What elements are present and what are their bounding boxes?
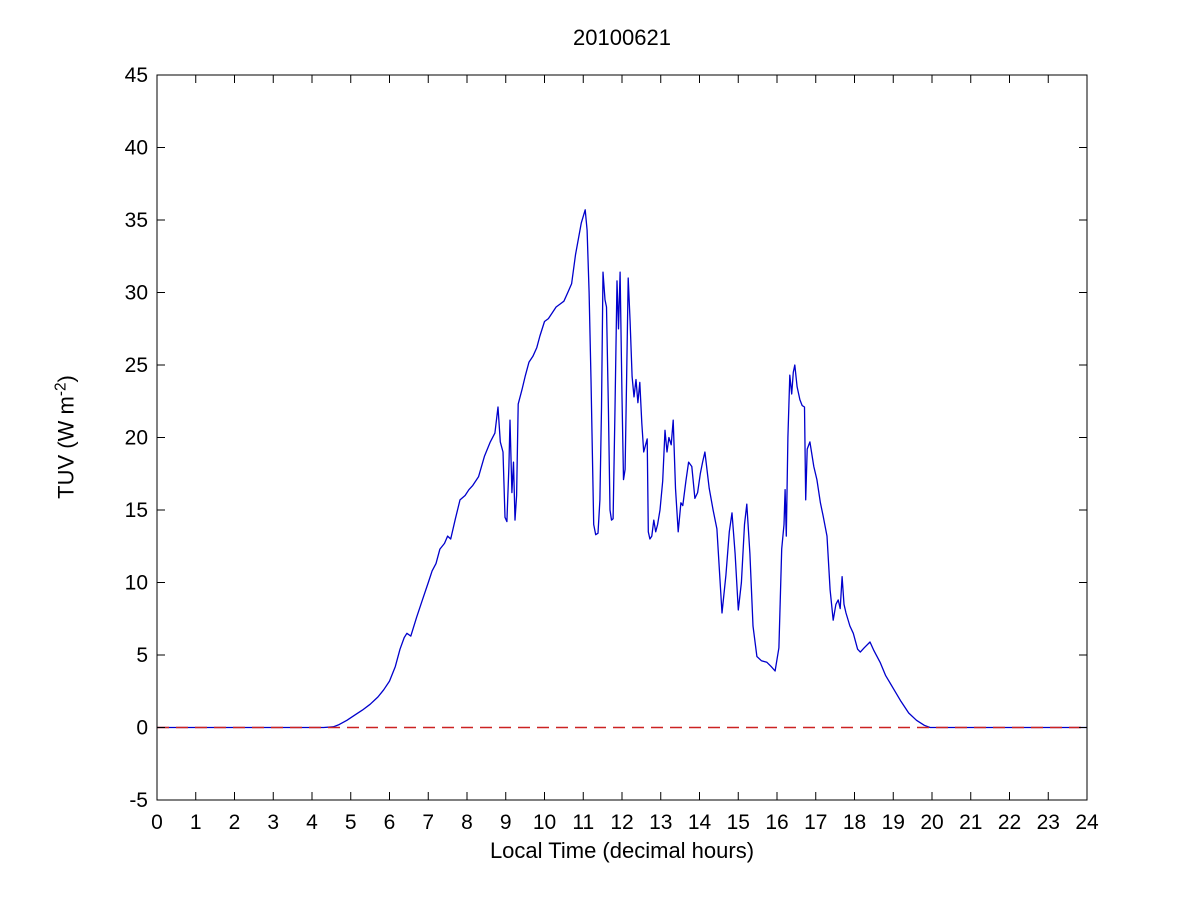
x-tick-label: 20 — [920, 811, 943, 834]
y-tick-label: -5 — [129, 789, 148, 812]
x-tick-label: 23 — [1037, 811, 1060, 834]
x-tick-label: 18 — [843, 811, 866, 834]
x-tick-label: 12 — [610, 811, 633, 834]
y-tick-label: 30 — [125, 282, 148, 305]
x-tick-label: 2 — [229, 811, 241, 834]
x-axis-label: Local Time (decimal hours) — [489, 838, 755, 863]
x-tick-label: 3 — [267, 811, 279, 834]
x-tick-label: 10 — [533, 811, 556, 834]
x-tick-label: 24 — [1075, 811, 1099, 834]
y-tick-label: 45 — [125, 64, 148, 87]
series-lines — [157, 209, 1087, 729]
y-tick-label: 20 — [125, 427, 148, 450]
series-tuv — [157, 209, 1087, 729]
x-tick-label: 21 — [959, 811, 982, 834]
x-tick-label: 9 — [500, 811, 512, 834]
y-tick-label: 25 — [125, 354, 148, 377]
x-tick-label: 22 — [998, 811, 1021, 834]
plot-box — [156, 74, 1088, 801]
y-tick-label: 40 — [125, 137, 148, 160]
y-axis-ticks: -5 0 5 10 15 20 25 30 35 40 45 — [125, 64, 1087, 812]
x-tick-label: 5 — [345, 811, 357, 834]
chart-title: 20100621 — [573, 25, 671, 50]
x-tick-label: 1 — [190, 811, 202, 834]
y-tick-label: 5 — [136, 644, 148, 667]
x-tick-label: 19 — [882, 811, 905, 834]
x-tick-label: 8 — [461, 811, 473, 834]
x-tick-label: 4 — [306, 811, 318, 834]
x-tick-label: 15 — [727, 811, 750, 834]
x-axis-ticks: 0 1 2 3 4 5 6 7 8 9 10 11 12 13 14 15 16 17 18 19 20 21 22 23 24 — [151, 75, 1099, 834]
y-tick-label: 10 — [125, 572, 148, 595]
x-tick-label: 13 — [649, 811, 672, 834]
y-tick-label: 0 — [136, 717, 148, 740]
x-tick-label: 16 — [765, 811, 788, 834]
y-tick-label: 35 — [125, 209, 148, 232]
x-tick-label: 6 — [384, 811, 396, 834]
x-tick-label: 7 — [422, 811, 434, 834]
x-tick-label: 0 — [151, 811, 163, 834]
y-tick-label: 15 — [125, 499, 148, 522]
x-tick-label: 14 — [688, 811, 712, 834]
x-tick-label: 11 — [572, 811, 594, 834]
x-tick-label: 17 — [804, 811, 827, 834]
